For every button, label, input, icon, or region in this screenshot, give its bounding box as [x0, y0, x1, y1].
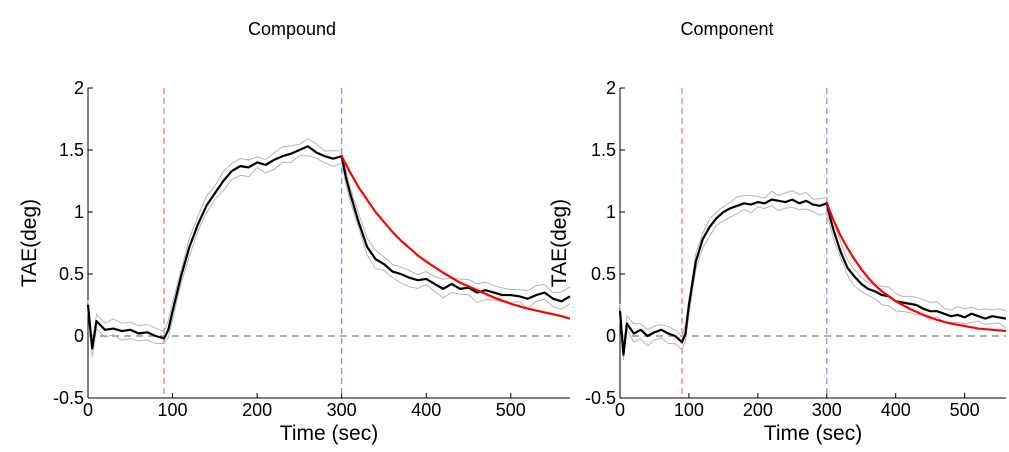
y-tick-label: 2	[74, 78, 84, 98]
chart-compound: Compound-0.500.511.520 100 200 300 400 500Tim…	[18, 19, 571, 445]
y-tick-label: -0.5	[53, 388, 84, 408]
x-tick-label: 400	[411, 400, 441, 420]
mean-response-line	[618, 198, 1007, 356]
y-tick-label: 1.5	[59, 140, 84, 160]
exponential-fit-line	[340, 155, 571, 320]
x-tick-label: 500	[950, 400, 980, 420]
chart-title: Component	[680, 19, 773, 39]
y-tick-label: 2	[606, 78, 616, 98]
x-tick-label: 100	[158, 400, 188, 420]
y-tick-label: 0.5	[59, 264, 84, 284]
x-tick-label: 0	[83, 400, 93, 420]
mean-response-line	[86, 145, 571, 350]
y-tick-label: 1	[606, 202, 616, 222]
chart-title: Compound	[248, 19, 336, 39]
y-tick-label: 0.5	[591, 264, 616, 284]
x-tick-label: 300	[327, 400, 357, 420]
x-tick-label: 100	[674, 400, 704, 420]
y-tick-label: 1	[74, 202, 84, 222]
x-tick-label: 0	[615, 400, 625, 420]
y-axis-label: TAE(deg)	[548, 199, 571, 287]
error-band-line	[619, 190, 1007, 349]
y-tick-label: -0.5	[585, 388, 616, 408]
error-band-line	[87, 155, 571, 358]
x-axis-label: Time (sec)	[280, 422, 378, 445]
x-tick-label: 400	[881, 400, 911, 420]
error-band-line	[87, 138, 571, 344]
x-tick-label: 300	[812, 400, 842, 420]
y-axis-label: TAE(deg)	[18, 199, 41, 287]
y-tick-label: 0	[74, 326, 84, 346]
x-tick-label: 200	[242, 400, 272, 420]
chart-component: Component-0.500.511.520 100 200 300 400 500Ti…	[548, 19, 1007, 445]
x-tick-label: 200	[743, 400, 773, 420]
exponential-fit-line	[825, 202, 1007, 333]
error-band-line	[619, 205, 1007, 360]
x-axis-label: Time (sec)	[764, 422, 862, 445]
x-tick-label: 500	[496, 400, 526, 420]
y-tick-label: 0	[606, 326, 616, 346]
y-tick-label: 1.5	[591, 140, 616, 160]
